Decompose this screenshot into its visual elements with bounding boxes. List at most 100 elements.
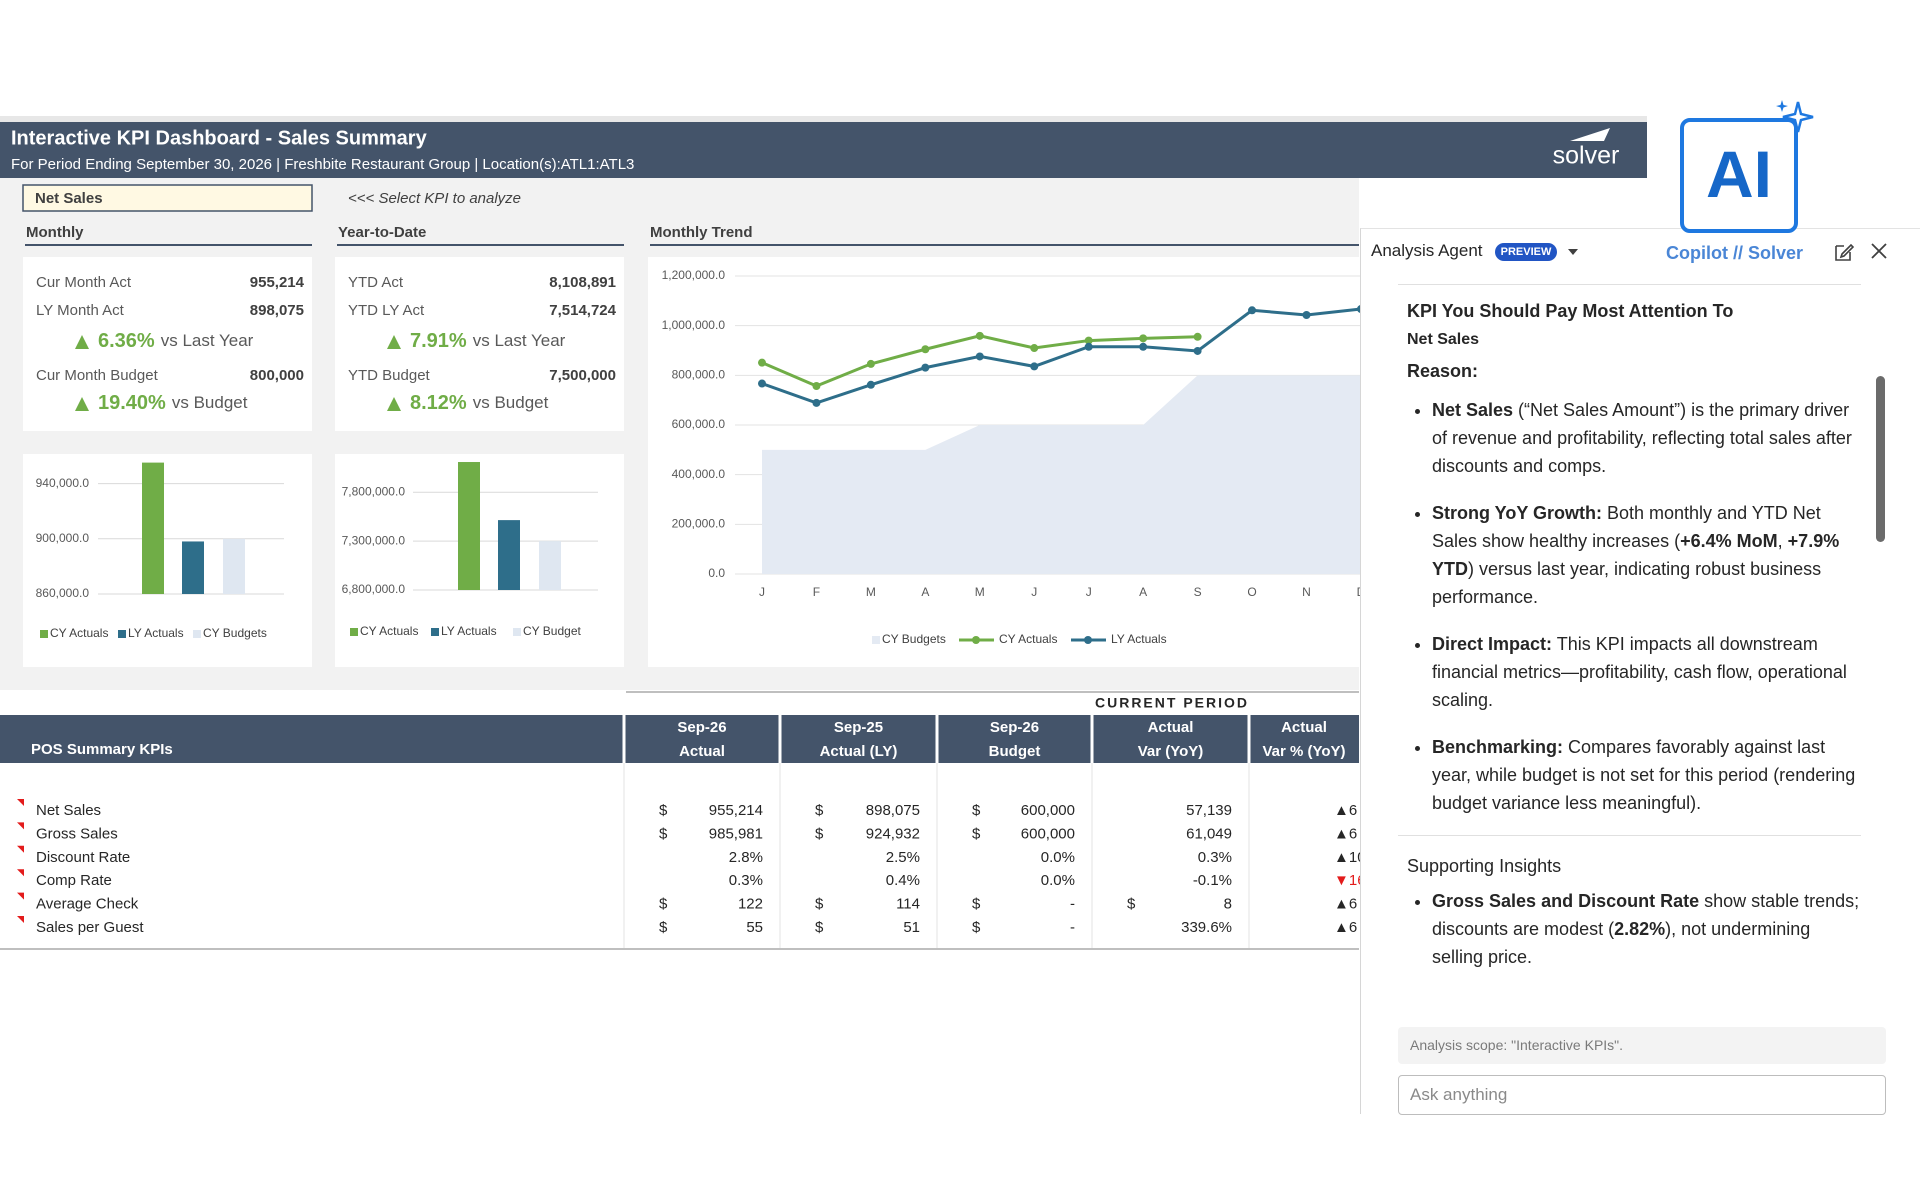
cell-value: 114 [896,896,920,913]
bold-text: +7.9% YTD [1432,531,1840,579]
legend-marker [1084,636,1092,644]
bold-text: Net Sales [1432,400,1514,420]
kpi-selector-value[interactable]: Net Sales [35,190,103,207]
legend-label: CY Actuals [999,632,1057,646]
change-value: 19.40% [98,392,166,414]
x-tick-label: J [1086,585,1092,599]
kpi-value: 955,214 [250,274,305,291]
kpi-label: YTD LY Act [348,302,425,319]
bullet: Gross Sales and Discount Rate show stabl… [1432,887,1864,971]
bold-text: Direct Impact: [1432,634,1553,654]
y-tick-label: 1,000,000.0 [662,318,726,332]
cell-value: 985,981 [709,825,763,842]
change-text: vs Last Year [473,331,566,350]
column-header: Sep-26 [677,719,726,736]
x-tick-label: N [1302,585,1311,599]
x-tick-label: M [975,585,985,599]
change-value: 8.12% [410,392,467,414]
cell-value: 0.0% [1041,872,1075,889]
marker [812,398,821,407]
marker [975,352,984,361]
edit-button[interactable] [1833,241,1855,263]
bar [142,462,164,594]
legend-swatch [40,630,48,638]
dropdown-caret[interactable] [1567,247,1579,257]
marker [921,345,930,354]
legend-swatch [513,628,521,636]
bullet: Strong YoY Growth: Both monthly and YTD … [1432,499,1864,611]
row-label: Sales per Guest [36,919,144,936]
bar [182,541,204,594]
column-header: Sep-26 [990,719,1039,736]
analysis-scope: Analysis scope: "Interactive KPIs". [1398,1027,1886,1064]
legend-swatch [872,636,880,644]
marker [758,379,766,388]
legend-swatch [431,628,439,636]
marker [758,358,766,367]
x-tick-label: S [1194,585,1202,599]
kpi-selector[interactable] [22,184,313,212]
ask-input[interactable]: Ask anything [1398,1075,1886,1115]
text: , [1777,531,1788,551]
cell-value: 898,075 [866,802,920,819]
cell-value: ▲6 [1334,919,1357,936]
column-header: Var (YoY) [1138,743,1204,760]
kpi-value: 898,075 [250,302,304,319]
y-tick-label: 200,000.0 [672,517,726,531]
marker [1248,306,1257,315]
currency: $ [815,825,824,842]
comment-indicator [17,799,24,806]
chart-card [23,454,312,667]
kpi-value: 800,000 [250,367,304,384]
section-heading: Monthly [26,224,84,241]
cell-value: 51 [903,919,920,936]
table-header [0,715,1359,763]
cell-value: 2.5% [886,849,920,866]
cell-value: 955,214 [709,802,763,819]
column-header: Sep-25 [834,719,883,736]
change-value: 7.91% [410,330,467,352]
section-heading: Monthly Trend [650,224,753,241]
cell-value: 0.4% [886,872,920,889]
close-button[interactable] [1869,241,1889,261]
cell-value: ▲10 [1334,849,1366,866]
marker [866,359,875,368]
bullet: Direct Impact: This KPI impacts all down… [1432,630,1864,714]
change-text: vs Budget [172,393,248,412]
up-arrow [75,335,89,349]
insight-list: Gross Sales and Discount Rate show stabl… [1407,887,1864,990]
legend-label: LY Actuals [441,624,497,638]
legend-swatch [118,630,126,638]
header-bar [0,122,1647,178]
cell-value: ▲6 [1334,896,1357,913]
kpi-change: 8.12% vs Budget [410,392,549,414]
row-label: Gross Sales [36,825,118,842]
cell-value: ▼16 [1334,872,1366,889]
column-header: Actual [1148,719,1194,736]
dashboard-subtitle: For Period Ending September 30, 2026 | F… [11,156,634,173]
y-tick-label: 7,800,000.0 [342,484,406,498]
text: Compares favorably against last year, wh… [1432,737,1856,813]
reason-list: Net Sales (“Net Sales Amount”) is the pr… [1407,396,1864,836]
kpi-name: Net Sales [1407,331,1480,348]
y-tick-label: 800,000.0 [672,368,726,382]
legend-marker [972,636,980,644]
row-label: Average Check [36,896,139,913]
copilot-panel: Analysis Agent PREVIEW Copilot // Solver… [1360,228,1920,1115]
dashboard-title: Interactive KPI Dashboard - Sales Summar… [11,127,428,149]
kpi-change: 6.36% vs Last Year [98,330,254,352]
bold-text: 2.82% [1614,919,1666,939]
currency: $ [972,896,981,913]
x-tick-label: J [1031,585,1037,599]
currency: $ [815,896,824,913]
divider [1398,835,1861,836]
x-tick-label: J [759,585,765,599]
currency: $ [815,802,824,819]
marker [1084,336,1093,345]
currency: $ [659,896,668,913]
change-text: vs Last Year [161,331,254,350]
kpi-change: 19.40% vs Budget [98,392,248,414]
scrollbar[interactable] [1876,376,1885,542]
text: Both monthly and YTD Net Sales show heal… [1432,503,1821,551]
